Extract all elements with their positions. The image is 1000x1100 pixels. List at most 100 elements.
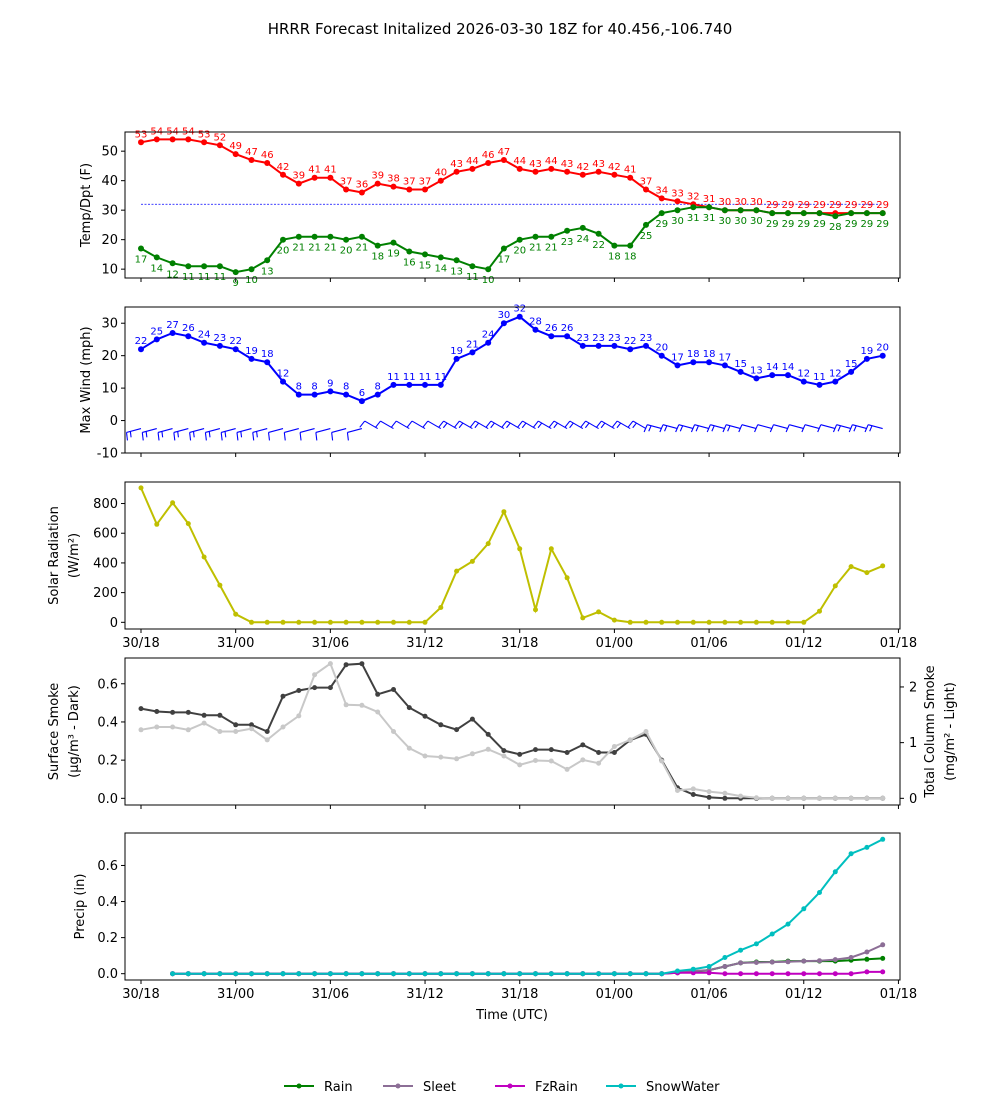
data-point <box>848 564 854 570</box>
y-axis-label: Temp/Dpt (F) <box>79 163 94 248</box>
data-point <box>659 971 665 977</box>
y-tick-label: 0 <box>110 616 118 631</box>
plot-frame <box>124 131 901 279</box>
data-point <box>516 165 523 172</box>
series-line <box>172 957 883 975</box>
data-point <box>643 342 649 349</box>
data-point <box>485 971 491 977</box>
data-point <box>864 969 870 975</box>
series-surface-smoke <box>138 661 886 801</box>
data-label: 30 <box>718 197 731 208</box>
data-point <box>548 333 555 340</box>
wind-barb <box>611 420 631 430</box>
data-label: 37 <box>419 177 432 188</box>
data-point <box>233 611 239 617</box>
wind-barb <box>832 424 852 433</box>
data-point <box>359 619 365 625</box>
data-label: 15 <box>419 260 432 271</box>
data-point <box>738 793 744 799</box>
series-line <box>172 838 884 975</box>
data-point <box>154 521 160 527</box>
x-tick-label: 01/18 <box>880 636 917 651</box>
data-label: 19 <box>450 346 463 357</box>
data-point <box>217 582 223 588</box>
data-label: 12 <box>166 269 179 280</box>
data-label: 13 <box>450 266 463 277</box>
data-point <box>880 836 886 842</box>
data-point <box>138 139 144 146</box>
x-tick-label: 31/00 <box>217 987 254 1002</box>
x-tick-label: 31/18 <box>501 987 538 1002</box>
data-point <box>185 136 192 143</box>
data-point <box>801 958 807 964</box>
data-point <box>232 346 239 353</box>
data-point <box>343 236 350 243</box>
legend-marker <box>618 1083 624 1089</box>
data-label: 41 <box>324 165 337 176</box>
data-point <box>264 619 270 625</box>
x-tick-label: 01/00 <box>596 636 633 651</box>
data-label: 20 <box>513 246 526 257</box>
wind-barb <box>236 428 252 441</box>
data-point <box>722 955 728 960</box>
data-point <box>817 608 822 614</box>
data-point <box>580 615 586 621</box>
data-point <box>832 971 838 977</box>
plot-frame <box>124 481 901 630</box>
data-point <box>611 971 617 977</box>
data-label: 30 <box>671 216 684 227</box>
data-label: 13 <box>750 365 763 376</box>
data-label: 18 <box>687 349 700 360</box>
x-tick-label: 31/06 <box>312 636 349 651</box>
data-point <box>327 661 333 667</box>
data-label: 32 <box>513 304 526 315</box>
data-label: 25 <box>640 231 653 242</box>
data-point <box>280 724 286 730</box>
data-label: 29 <box>861 200 874 211</box>
data-point <box>216 263 223 270</box>
data-point <box>343 619 349 625</box>
data-label: 8 <box>375 382 381 393</box>
data-label: 23 <box>214 333 227 344</box>
data-point <box>358 398 365 405</box>
y-tick-label: 0.0 <box>97 967 118 982</box>
data-point <box>249 619 254 625</box>
data-point <box>169 136 176 143</box>
data-point <box>643 971 649 977</box>
data-point <box>769 210 776 217</box>
data-point <box>690 359 697 366</box>
data-label: 26 <box>545 323 558 334</box>
y-tick-label: 800 <box>93 497 118 512</box>
data-label: 29 <box>766 219 779 230</box>
legend-label: Sleet <box>423 1080 456 1095</box>
data-point <box>359 971 365 977</box>
data-point <box>674 207 681 214</box>
data-point <box>864 956 870 962</box>
data-point <box>406 971 412 977</box>
data-point <box>170 971 176 977</box>
data-point <box>690 619 696 625</box>
data-point <box>832 213 839 220</box>
data-label: 29 <box>813 219 826 230</box>
data-point <box>800 210 807 217</box>
data-point <box>501 509 507 515</box>
legend-item-rain: Rain <box>284 1080 353 1095</box>
data-label: 42 <box>576 162 589 173</box>
data-point <box>722 795 728 801</box>
data-point <box>864 949 870 955</box>
data-point <box>864 795 870 801</box>
data-label: 30 <box>750 216 763 227</box>
y-tick-label: 0.6 <box>97 859 118 874</box>
data-point <box>185 521 191 527</box>
data-point <box>406 381 413 388</box>
figure-title: HRRR Forecast Initalized 2026-03-30 18Z … <box>268 20 733 38</box>
x-tick-label: 31/12 <box>406 636 443 651</box>
data-point <box>295 391 302 398</box>
wind-barb <box>627 420 647 430</box>
data-point <box>469 165 476 172</box>
data-label: 12 <box>277 369 290 380</box>
data-point <box>706 789 712 795</box>
data-label: 19 <box>245 346 258 357</box>
data-point <box>249 971 254 977</box>
data-point <box>311 174 318 181</box>
